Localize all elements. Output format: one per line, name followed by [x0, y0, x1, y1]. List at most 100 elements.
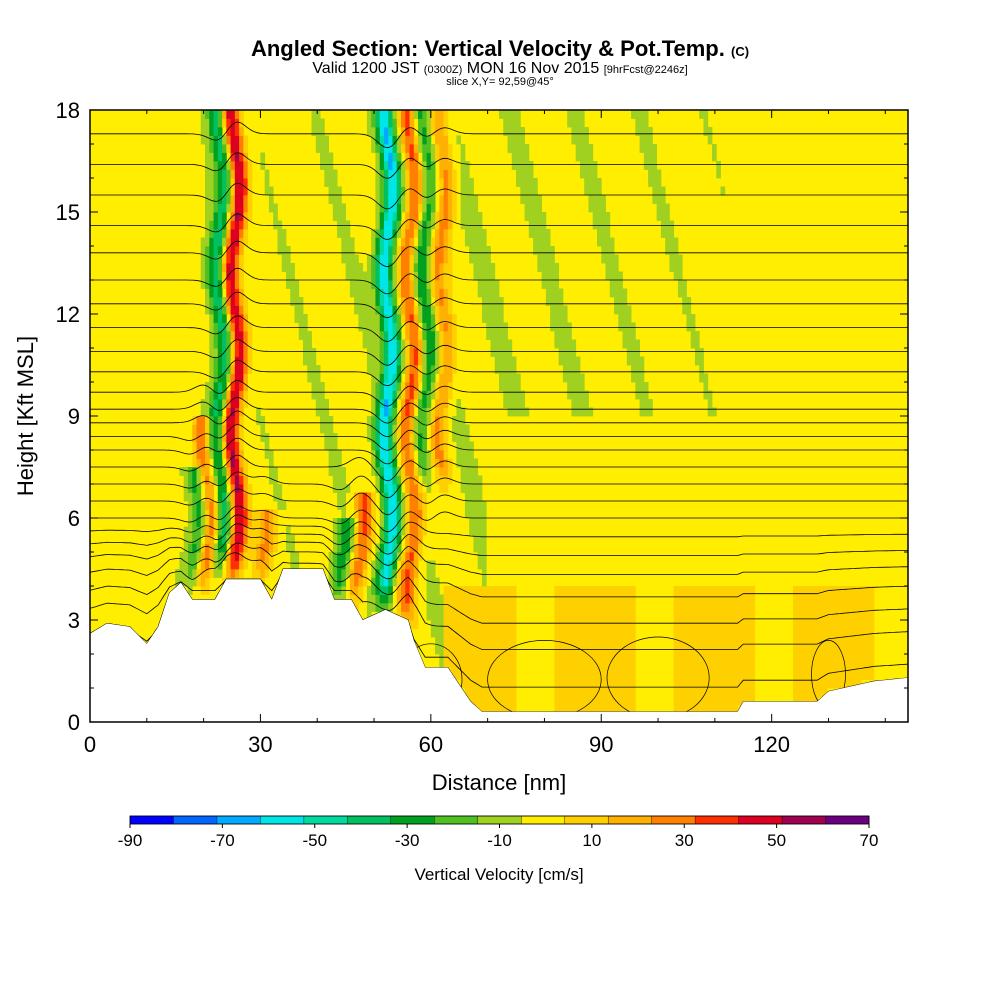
velocity-cell	[456, 662, 462, 672]
velocity-cell	[814, 603, 819, 612]
velocity-cell	[631, 339, 636, 349]
velocity-cell	[609, 246, 615, 255]
velocity-cell	[422, 161, 427, 170]
velocity-cell	[511, 628, 517, 638]
velocity-cell	[716, 603, 721, 612]
velocity-cell	[371, 382, 376, 391]
velocity-cell	[371, 594, 376, 604]
velocity-cell	[260, 535, 266, 544]
velocity-cell	[490, 322, 496, 332]
velocity-cell	[396, 322, 402, 332]
velocity-cell	[222, 237, 227, 247]
velocity-cell	[187, 569, 193, 578]
colorbar-swatch	[521, 815, 566, 825]
velocity-cell	[213, 118, 219, 128]
velocity-cell	[631, 645, 636, 655]
velocity-cell	[481, 628, 487, 638]
velocity-cell	[596, 203, 602, 213]
velocity-cell	[205, 475, 210, 485]
velocity-cell	[499, 305, 504, 315]
velocity-cell	[494, 611, 500, 621]
velocity-cell	[839, 586, 845, 595]
velocity-cell	[503, 399, 508, 408]
velocity-cell	[729, 603, 734, 612]
velocity-cell	[213, 178, 219, 187]
velocity-cell	[831, 620, 836, 629]
velocity-cell	[439, 314, 445, 323]
velocity-cell	[239, 305, 244, 315]
velocity-cell	[562, 637, 568, 646]
velocity-cell	[524, 212, 530, 221]
velocity-cell	[571, 399, 577, 408]
velocity-cell	[375, 263, 381, 272]
velocity-cell	[239, 339, 244, 349]
velocity-cell	[383, 501, 389, 510]
velocity-cell	[520, 407, 525, 417]
velocity-cell	[413, 424, 419, 434]
velocity-cell	[396, 161, 402, 170]
velocity-cell	[618, 280, 623, 289]
velocity-cell	[413, 518, 419, 527]
velocity-cell	[443, 339, 449, 349]
velocity-cell	[247, 161, 253, 170]
velocity-cell	[750, 603, 756, 612]
velocity-cell	[422, 237, 427, 247]
velocity-cell	[362, 492, 368, 502]
velocity-cell	[366, 611, 372, 621]
velocity-cell	[217, 212, 223, 221]
velocity-cell	[328, 458, 334, 468]
velocity-cell	[430, 603, 436, 612]
velocity-cell	[234, 263, 240, 272]
velocity-cell	[366, 305, 372, 315]
velocity-cell	[379, 237, 385, 247]
velocity-cell	[490, 611, 496, 621]
velocity-cell	[383, 322, 389, 332]
velocity-cell	[797, 603, 802, 612]
velocity-cell	[443, 458, 449, 468]
velocity-cell	[443, 611, 449, 621]
velocity-cell	[371, 467, 376, 476]
velocity-cell	[230, 152, 236, 162]
velocity-cell	[205, 195, 210, 204]
velocity-cell	[205, 246, 210, 255]
plot-area	[90, 110, 908, 722]
velocity-cell	[422, 365, 427, 374]
velocity-cell	[430, 382, 436, 391]
velocity-cell	[268, 450, 274, 459]
velocity-cell	[464, 586, 470, 595]
velocity-cell	[596, 662, 602, 672]
velocity-cell	[209, 492, 214, 502]
velocity-cell	[460, 679, 466, 689]
velocity-cell	[413, 314, 419, 323]
velocity-cell	[396, 280, 402, 289]
velocity-cell	[499, 382, 504, 391]
velocity-cell	[222, 543, 227, 553]
velocity-cell	[243, 220, 249, 230]
velocity-cell	[656, 203, 662, 213]
velocity-cell	[379, 263, 385, 272]
velocity-cell	[366, 552, 372, 561]
velocity-cell	[354, 509, 359, 519]
velocity-cell	[844, 586, 849, 595]
velocity-cell	[375, 314, 381, 323]
velocity-cell	[494, 586, 500, 595]
velocity-cell	[503, 620, 508, 629]
velocity-cell	[456, 628, 462, 638]
velocity-cell	[805, 586, 811, 595]
velocity-cell	[609, 288, 615, 298]
velocity-cell	[383, 237, 389, 247]
velocity-cell	[469, 475, 474, 485]
velocity-cell	[413, 288, 419, 298]
velocity-cell	[443, 484, 449, 493]
velocity-cell	[320, 382, 325, 391]
velocity-cell	[192, 450, 197, 459]
velocity-cell	[443, 645, 449, 655]
velocity-cell	[234, 441, 240, 451]
velocity-cell	[315, 110, 321, 119]
velocity-cell	[716, 679, 721, 689]
velocity-cell	[626, 331, 632, 340]
velocity-cell	[315, 127, 321, 136]
velocity-cell	[396, 305, 402, 315]
velocity-cell	[409, 220, 415, 230]
velocity-cell	[596, 637, 602, 646]
